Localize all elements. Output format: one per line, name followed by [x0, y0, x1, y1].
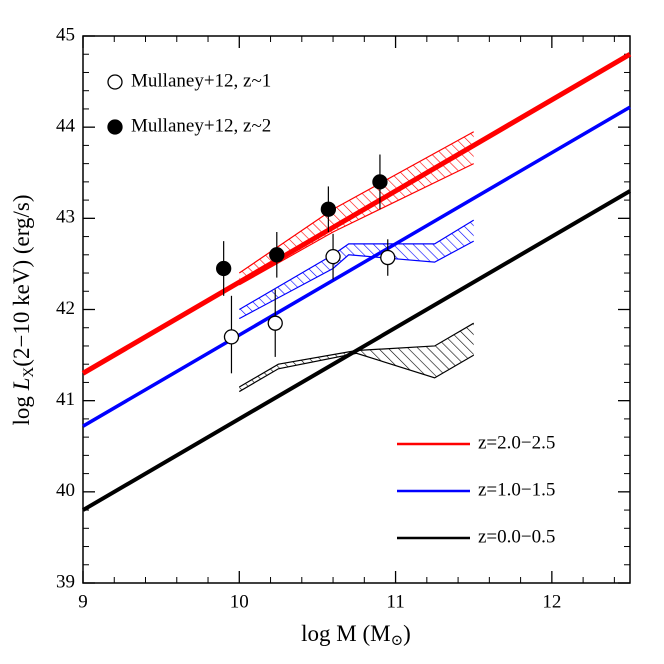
legend-label: Mullaney+12, z~2: [131, 115, 271, 136]
legend-label: z=0.0−0.5: [478, 526, 555, 547]
x-label-part: log M (M: [301, 621, 390, 646]
point: [325, 248, 341, 265]
legend-label: Mullaney+12, z~1: [131, 70, 271, 91]
x-label-part: ): [403, 621, 411, 646]
x-axis-label: log M (M⊙): [301, 621, 411, 649]
x-tick-label: 12: [542, 591, 561, 612]
legend-marker: [107, 74, 123, 90]
point: [320, 201, 337, 217]
band-edge: [239, 240, 474, 320]
y-label-part: log: [9, 390, 34, 425]
y-axis-label: log LX(2−10 keV) (erg/s): [9, 194, 37, 425]
line: [81, 52, 632, 376]
band-edge: [238, 219, 475, 311]
line: [82, 105, 631, 428]
point: [267, 315, 283, 331]
point: [269, 247, 285, 263]
line: [81, 189, 632, 512]
x-tick-label: 10: [230, 591, 249, 612]
y-tick-label: 39: [56, 571, 75, 592]
x-label-sub: ⊙: [391, 633, 404, 649]
x-tick-label: 11: [386, 591, 404, 612]
point: [216, 260, 232, 277]
band-edge: [238, 352, 475, 393]
y-tick-label: 45: [56, 24, 75, 45]
legend-label: z=1.0−1.5: [478, 479, 555, 500]
y-tick-label: 41: [56, 389, 75, 410]
y-label-part: L: [9, 378, 34, 392]
y-tick-label: 44: [56, 116, 76, 137]
band-fill: [239, 323, 474, 392]
y-label-part: (2−10 keV) (erg/s): [9, 194, 34, 366]
point: [372, 174, 388, 190]
x-tick-label: 9: [78, 591, 88, 612]
legend-label: z=2.0−2.5: [478, 432, 555, 453]
y-tick-label: 43: [56, 207, 75, 228]
point: [380, 249, 396, 266]
band-fill: [239, 220, 474, 319]
y-tick-label: 40: [56, 480, 75, 501]
y-tick-label: 42: [56, 298, 75, 319]
legend-marker: [107, 119, 123, 135]
band-edge: [238, 163, 474, 286]
y-label-sub: X: [21, 367, 37, 378]
point: [223, 329, 240, 345]
